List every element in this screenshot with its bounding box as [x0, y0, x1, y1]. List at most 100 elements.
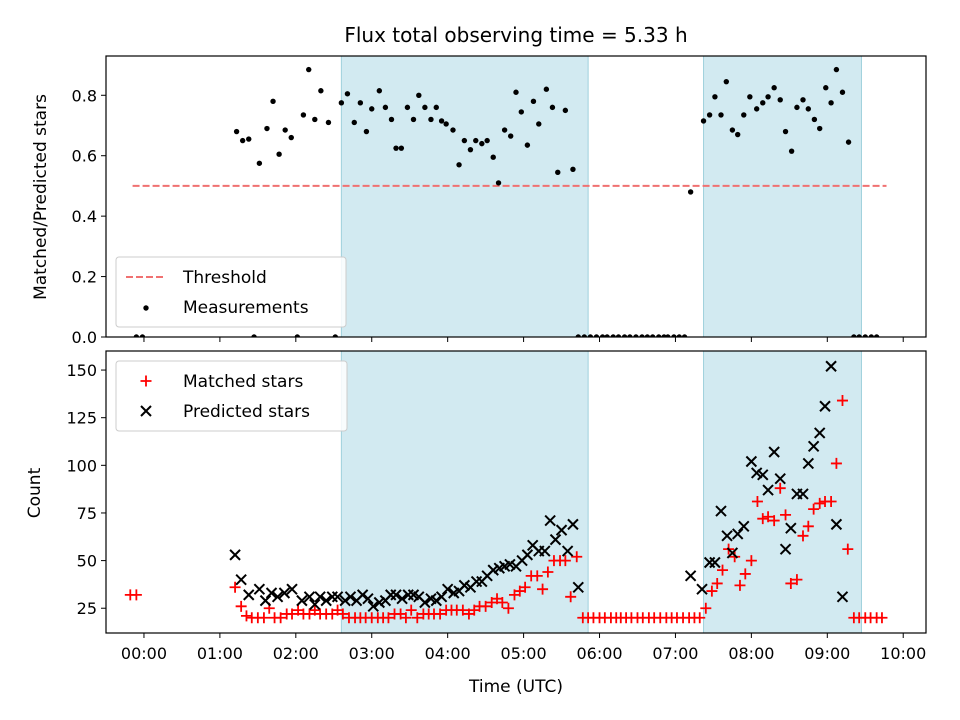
predicted-star-point	[567, 518, 579, 531]
measurement-point	[416, 92, 422, 98]
measurement-point	[794, 104, 800, 111]
predicted-star-point	[314, 591, 326, 603]
measurement-point	[376, 88, 383, 94]
predicted-star-point	[774, 472, 786, 485]
measurement-point	[388, 116, 395, 123]
measurement-point	[288, 134, 294, 141]
y-tick-label: 50	[77, 552, 97, 571]
matched-star-point	[717, 564, 729, 576]
predicted-star-point	[362, 592, 374, 605]
x-tick-label: 10:00	[880, 644, 926, 663]
matched-star-point	[802, 520, 814, 532]
measurement-point	[428, 116, 434, 123]
measurement-point	[490, 154, 496, 160]
measurement-point	[845, 139, 852, 145]
panel-ratio: 0.0 0.2 0.4 0.6 0.8 Threshold Measurements	[72, 55, 927, 347]
x-tick-label: 02:00	[273, 644, 319, 663]
measurement-point	[760, 100, 766, 106]
predicted-star-point	[235, 573, 247, 586]
measurement-point	[777, 97, 783, 103]
y-axis-label-count: Count	[25, 467, 45, 518]
predicted-star-point	[709, 556, 721, 569]
matched-star-point	[734, 579, 746, 591]
predicted-star-point	[721, 530, 733, 542]
measurement-point	[805, 106, 812, 112]
matched-star-point	[797, 530, 809, 542]
predicted-star-point	[825, 360, 837, 372]
measurement-point	[450, 127, 456, 133]
measurement-point	[524, 142, 531, 148]
matched-star-point	[130, 589, 142, 601]
measurement-point	[706, 112, 713, 118]
measurement-point	[393, 145, 399, 151]
legend-label: Predicted stars	[183, 402, 310, 422]
predicted-star-point	[303, 591, 316, 603]
measurement-point	[270, 98, 276, 105]
observing-window-span	[703, 56, 862, 337]
measurement-point	[676, 334, 682, 337]
y-tick-label: 0.8	[72, 86, 97, 105]
predicted-star-point	[757, 469, 769, 481]
measurement-point	[765, 94, 771, 100]
matched-star-point	[768, 515, 780, 527]
measurement-point	[593, 334, 600, 337]
measurement-point	[729, 127, 736, 133]
legend-predicted-swatch	[140, 405, 152, 417]
plot-area	[124, 351, 888, 633]
observing-window-span	[703, 351, 862, 633]
measurement-point	[851, 334, 857, 337]
predicted-star-point	[356, 589, 369, 601]
matched-star-point	[791, 574, 803, 586]
predicted-star-point	[435, 591, 448, 603]
matched-star-point	[275, 612, 287, 624]
measurement-point	[868, 334, 875, 337]
predicted-star-point	[836, 591, 849, 603]
measurement-point	[484, 137, 490, 144]
legend-matched-swatch	[140, 375, 152, 387]
predicted-star-point	[785, 522, 797, 534]
y-tick-label: 0.0	[72, 328, 97, 347]
predicted-star-point	[544, 514, 556, 527]
measurement-point	[604, 334, 610, 337]
y-tick-label: 0.2	[72, 268, 97, 287]
predicted-star-point	[344, 591, 357, 603]
predicted-star-point	[762, 484, 774, 496]
measurement-point	[239, 137, 246, 144]
plot-area	[132, 56, 887, 337]
matched-star-point	[411, 612, 423, 624]
matched-star-point	[258, 612, 270, 624]
measurement-point	[555, 169, 561, 176]
measurement-point	[344, 91, 351, 97]
measurement-point	[700, 118, 707, 124]
matched-star-point	[751, 496, 763, 508]
predicted-star-point	[768, 446, 780, 458]
measurement-point	[264, 125, 270, 132]
predicted-star-point	[521, 549, 534, 561]
measurement-point	[681, 334, 688, 337]
predicted-star-point	[731, 528, 744, 540]
matched-star-point	[729, 551, 741, 563]
matched-star-point	[229, 581, 241, 593]
y-tick-label: 150	[66, 361, 97, 380]
measurement-point	[351, 119, 357, 126]
predicted-star-point	[726, 547, 739, 559]
legend-box	[115, 360, 348, 432]
x-tick-label: 06:00	[576, 644, 622, 663]
matched-star-point	[537, 583, 549, 595]
matched-star-point	[542, 566, 554, 578]
predicted-star-point	[745, 455, 758, 468]
measurement-point	[570, 166, 576, 173]
measurement-point	[753, 106, 760, 112]
x-axis-label: Time (UTC)	[468, 677, 563, 697]
predicted-star-point	[296, 594, 308, 607]
predicted-star-point	[539, 545, 551, 557]
measurement-point	[501, 127, 508, 133]
measurement-point	[599, 334, 606, 337]
measurement-point	[306, 66, 312, 73]
predicted-star-point	[441, 583, 454, 595]
predicted-star-point	[367, 600, 379, 613]
matched-star-point	[830, 457, 842, 469]
observing-window-span	[340, 56, 589, 337]
matched-star-point	[757, 513, 769, 525]
matched-star-point	[876, 612, 888, 624]
